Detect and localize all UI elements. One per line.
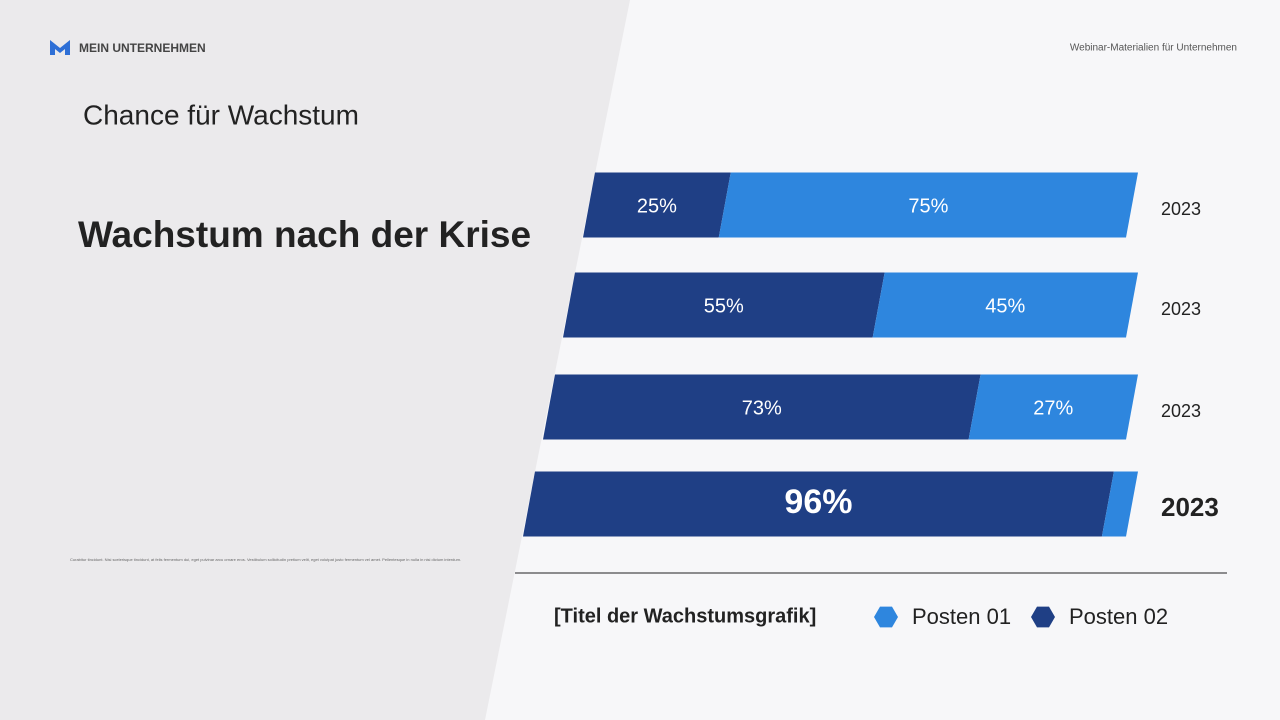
bar-segment bbox=[583, 172, 731, 238]
bar-segment bbox=[872, 272, 1138, 338]
value-label: 96% bbox=[784, 483, 852, 521]
logo bbox=[50, 40, 70, 55]
legend-swatch bbox=[874, 606, 898, 628]
value-label: 27% bbox=[1033, 397, 1073, 419]
bar-segment bbox=[543, 374, 981, 440]
subtitle: Chance für Wachstum bbox=[83, 99, 359, 130]
chart-title: [Titel der Wachstumsgrafik] bbox=[554, 605, 816, 627]
footnote: Curabitur tincidunt. Nisi scelerisque ti… bbox=[70, 557, 461, 562]
chart: 25% 75% 2023 55% 45% 2023 73% 27% 2023 96% 2023 Pos… bbox=[523, 172, 1219, 629]
bar-segment bbox=[718, 172, 1138, 238]
background-panel bbox=[0, 0, 630, 720]
category-label: 2023 bbox=[1161, 492, 1219, 522]
value-label: 55% bbox=[704, 295, 744, 317]
value-label: 25% bbox=[637, 195, 677, 217]
brand: MEIN UNTERNEHMEN bbox=[79, 41, 206, 55]
value-label: 75% bbox=[908, 195, 948, 217]
tagline: Webinar-Materialien für Unternehmen bbox=[1070, 43, 1237, 54]
bar-segment bbox=[523, 471, 1114, 537]
legend-label: Posten 01 bbox=[912, 604, 1011, 629]
category-label: 2023 bbox=[1161, 299, 1201, 319]
headline: Wachstum nach der Krise bbox=[78, 214, 531, 255]
bar-segment bbox=[968, 374, 1138, 440]
legend-label: Posten 02 bbox=[1069, 604, 1168, 629]
category-label: 2023 bbox=[1161, 199, 1201, 219]
bar-segment bbox=[563, 272, 885, 338]
value-label: 45% bbox=[985, 295, 1025, 317]
bar-segment bbox=[1101, 471, 1138, 537]
category-label: 2023 bbox=[1161, 401, 1201, 421]
value-label: 73% bbox=[742, 397, 782, 419]
legend-swatch bbox=[1031, 606, 1055, 628]
